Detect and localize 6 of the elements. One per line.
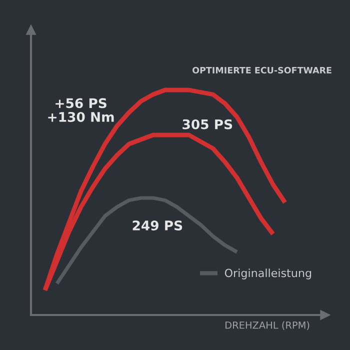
annotation: +56 PS +130 Nm (48, 98, 114, 122)
x-axis-title: DREHZAHL (RPM) (226, 321, 310, 330)
chart-subtitle: OPTIMIERTE ECU-SOFTWARE (192, 66, 332, 74)
legend-label: Originalleistung (224, 268, 312, 280)
annotation: 305 PS (182, 119, 232, 130)
annotation: 249 PS (132, 220, 182, 230)
